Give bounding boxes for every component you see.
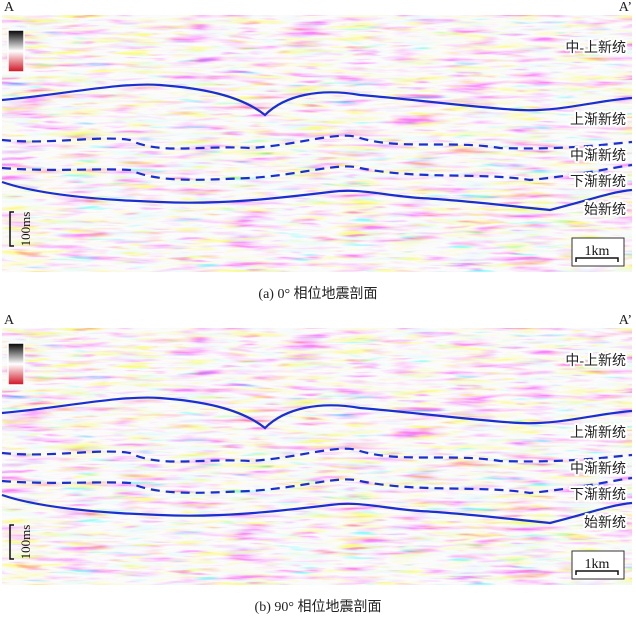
colorbar-top: +	[26, 22, 31, 32]
colorbar-bottom: -	[26, 68, 29, 78]
formation-label: 中渐新统	[570, 148, 626, 164]
formation-label: 下渐新统	[570, 174, 626, 190]
seismic-section	[2, 328, 632, 585]
left-label: A	[4, 313, 15, 328]
right-label: A’	[619, 0, 632, 15]
formation-label: 上渐新统	[570, 112, 626, 128]
time-scale: 100ms	[18, 525, 33, 560]
formation-label: 始新统	[584, 202, 626, 218]
caption: (b) 90° 相位地震剖面	[255, 599, 382, 615]
distance-scale: 1km	[585, 244, 610, 259]
caption: (a) 0° 相位地震剖面	[258, 286, 377, 302]
formation-label: 中-上新统	[565, 353, 626, 369]
right-label: A’	[619, 313, 632, 328]
formation-label: 中-上新统	[565, 40, 626, 56]
seismic-section	[2, 15, 632, 272]
formation-label: 始新统	[584, 515, 626, 531]
formation-label: 下渐新统	[570, 487, 626, 503]
formation-label: 上渐新统	[570, 425, 626, 441]
time-scale: 100ms	[18, 212, 33, 247]
left-label: A	[4, 0, 15, 15]
formation-label: 中渐新统	[570, 461, 626, 477]
colorbar-bottom: -	[26, 381, 29, 391]
distance-scale: 1km	[585, 557, 610, 572]
colorbar-top: +	[26, 335, 31, 345]
